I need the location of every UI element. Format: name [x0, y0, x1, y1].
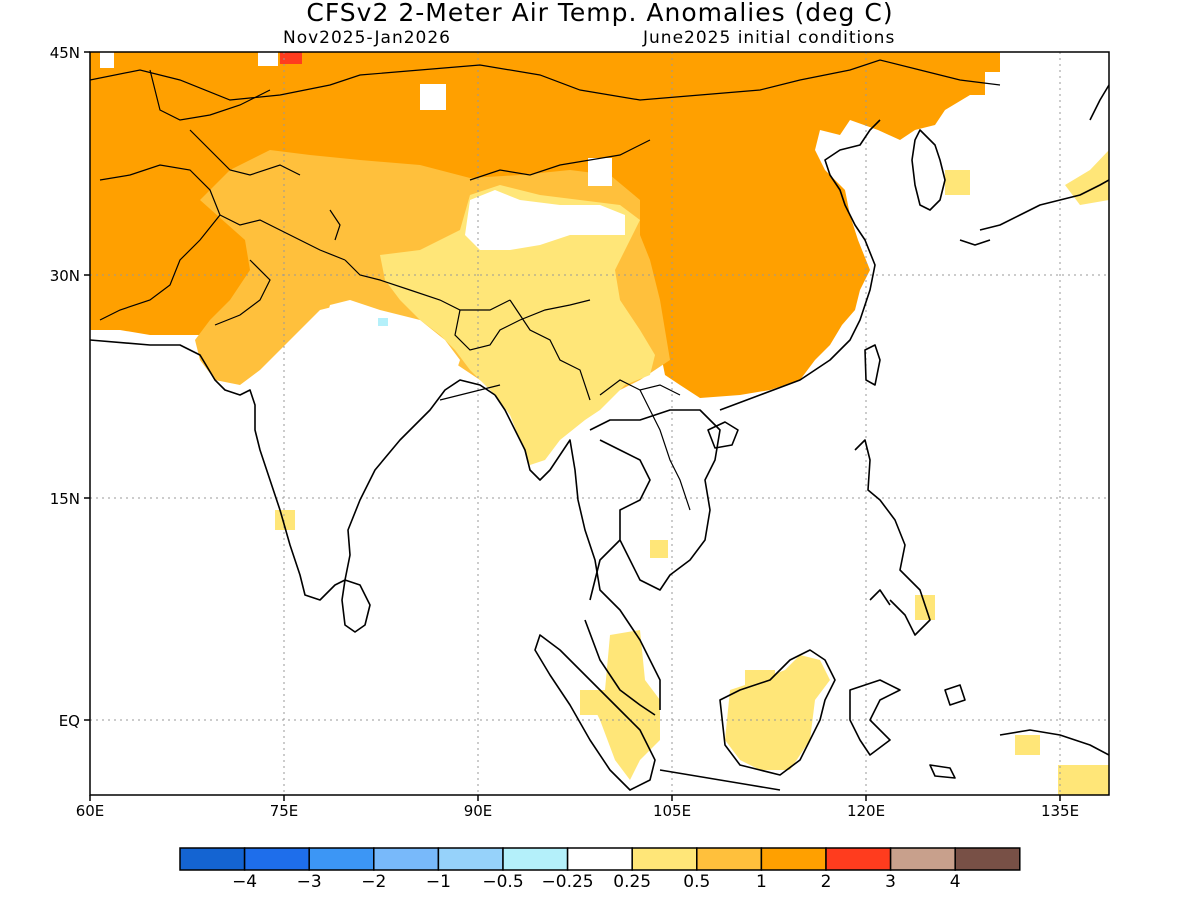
colorbar-swatch: [373, 847, 440, 871]
neutral-cell-3: [258, 52, 278, 66]
lon-label-135e: 135E: [1040, 802, 1080, 820]
anomaly-region-neutral-india: [250, 300, 460, 610]
colorbar-label: −0.5: [482, 872, 524, 892]
lat-label-30n: 30N: [49, 267, 80, 285]
colorbar-label: −4: [232, 872, 258, 892]
colorbar-swatch: [954, 847, 1021, 871]
colorbar-label: 0.25: [613, 872, 652, 892]
neutral-cell-2: [588, 158, 612, 186]
colorbar-label: 1: [755, 872, 767, 892]
anomaly-region-neutral: [465, 190, 625, 250]
anomaly-cell-cambodia: [650, 540, 668, 558]
colorbar-swatch: [889, 847, 956, 871]
colorbar-swatch: [502, 847, 569, 871]
period-subtitle: Nov2025-Jan2026: [283, 28, 451, 48]
lon-label-90e: 90E: [463, 802, 493, 820]
colorbar-label: 3: [885, 872, 896, 892]
colorbar-label: 4: [949, 872, 961, 892]
anomaly-cell-3c: [280, 52, 302, 64]
coastlines: [90, 84, 1109, 791]
anomaly-cell-newguinea: [1015, 735, 1040, 755]
anomaly-region-05c-malaysia: [590, 630, 660, 780]
anomaly-cell-india-w: [275, 510, 295, 530]
colorbar-label: −2: [361, 872, 387, 892]
political-borders: [90, 59, 1001, 511]
lon-label-60e: 60E: [75, 802, 105, 820]
colorbar-label: −0.25: [541, 872, 594, 892]
neutral-cell-4: [100, 52, 114, 68]
lat-label-15n: 15N: [49, 490, 80, 508]
colorbar-label: −1: [425, 872, 451, 892]
shading-layer: [90, 52, 1109, 795]
colorbar-swatch: [243, 847, 310, 871]
anomaly-region-05c: [380, 185, 655, 465]
gridlines: [90, 52, 1109, 795]
lon-label-105e: 105E: [652, 802, 692, 820]
colorbar-swatch: [631, 847, 698, 871]
colorbar-label: 2: [820, 872, 832, 892]
colorbar-swatch: [437, 847, 504, 871]
neutral-cell-1: [420, 84, 446, 110]
map-frame: [89, 51, 1110, 796]
init-subtitle: June2025 initial conditions: [643, 28, 896, 48]
colorbar-swatch: [179, 847, 246, 871]
lat-label-eq: EQ: [58, 712, 80, 730]
lat-label-45n: 45N: [49, 44, 80, 62]
lon-label-75e: 75E: [269, 802, 299, 820]
anomaly-region-05c-japan: [1065, 150, 1109, 205]
lon-label-120e: 120E: [846, 802, 886, 820]
chart-title: CFSv2 2-Meter Air Temp. Anomalies (deg C…: [306, 0, 894, 27]
axis-ticks: [84, 51, 1061, 801]
colorbar-swatch: [566, 847, 633, 871]
colorbar-label: −3: [296, 872, 322, 892]
anomaly-cell-se-corner: [1058, 765, 1109, 795]
colorbar-swatch: [825, 847, 892, 871]
anomaly-cell-korea: [945, 170, 970, 195]
colorbar-swatch: [696, 847, 763, 871]
colorbar-swatch: [760, 847, 827, 871]
colorbar-swatch: [308, 847, 375, 871]
colorbar-label: 0.5: [683, 872, 711, 892]
anomaly-cell-neg025: [378, 318, 388, 326]
